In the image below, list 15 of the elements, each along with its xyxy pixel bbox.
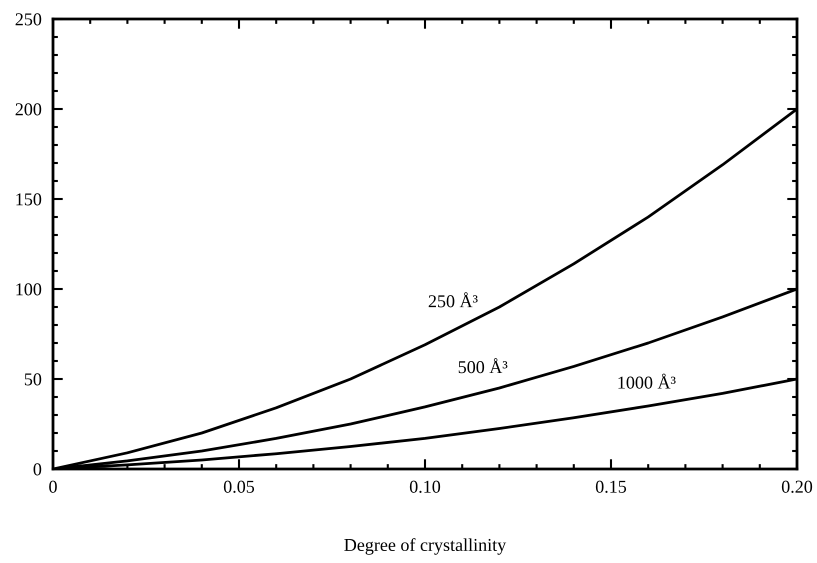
x-tick-label: 0.10 — [410, 480, 440, 493]
x-tick-label: 0.15 — [596, 480, 626, 493]
y-tick-label: 100 — [16, 283, 42, 296]
x-tick-label: 0.20 — [782, 480, 812, 493]
y-tick-label: 200 — [16, 103, 42, 116]
series-label: 250 Å³ — [428, 292, 478, 308]
series-label: 500 Å³ — [458, 358, 508, 374]
x-tick-label: 0 — [49, 480, 57, 493]
series-label: 1000 Å³ — [618, 374, 676, 389]
y-tick-label: 0 — [34, 463, 42, 476]
y-tick-label: 150 — [16, 193, 42, 206]
y-tick-label: 250 — [16, 13, 42, 26]
x-tick-label: 0.05 — [224, 480, 254, 493]
x-axis-title: Degree of crystallinity — [344, 538, 506, 555]
y-tick-label: 50 — [24, 373, 42, 386]
